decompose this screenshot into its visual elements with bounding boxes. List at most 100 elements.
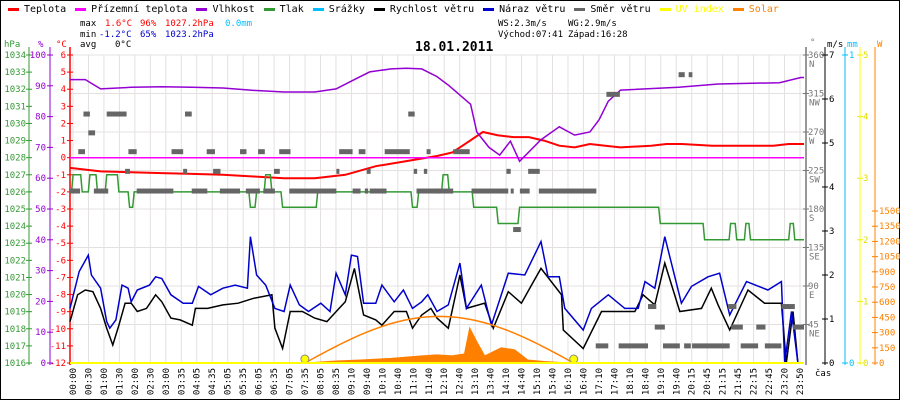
- pressure-tick-label: 1033: [4, 68, 26, 78]
- stat-sunrise: Východ:07:41: [498, 30, 564, 40]
- pressure-tick-label: 1030: [4, 119, 26, 129]
- temperature-tick-label: -5: [55, 239, 66, 249]
- x-tick-label: 21:15: [719, 368, 729, 395]
- solar-tick-label: 1350: [879, 222, 900, 232]
- wind-direction-mark: [740, 343, 759, 349]
- wind-direction-mark: [245, 188, 260, 194]
- direction-tick-label: 90: [808, 282, 819, 292]
- temperature-tick-label: -12: [50, 359, 66, 369]
- uv-tick-label: 2: [863, 236, 868, 246]
- wind-direction-mark: [426, 149, 431, 155]
- humidity-tick-label: 60: [35, 174, 46, 184]
- pressure-tick-label: 1034: [4, 51, 26, 61]
- legend-label: Přízemní teplota: [91, 3, 188, 15]
- compass-label: E: [809, 291, 814, 301]
- wind-direction-mark: [684, 343, 691, 349]
- wind-tick-label: 1: [829, 315, 834, 325]
- legend-label: Tlak: [279, 3, 304, 15]
- x-tick-label: 04:05: [193, 368, 203, 395]
- x-tick-label: 08:35: [332, 368, 342, 395]
- temperature-tick-label: -4: [55, 222, 66, 232]
- wind-direction-mark: [692, 343, 730, 349]
- compass-label: W: [809, 137, 815, 147]
- wind-direction-mark: [273, 168, 280, 174]
- temperature-tick-label: -7: [55, 273, 66, 283]
- stat-wind-speed: WS:2.3m/s: [498, 19, 547, 29]
- legend-item: Srážky: [312, 3, 365, 15]
- x-tick-label: 03:35: [177, 368, 187, 395]
- wind-direction-mark: [366, 168, 371, 174]
- wind-direction-mark: [93, 188, 109, 194]
- wind-direction-mark: [263, 188, 275, 194]
- legend-swatch-icon: [263, 7, 275, 11]
- humidity-tick-label: 0: [41, 359, 46, 369]
- legend-label: Solar: [748, 3, 779, 15]
- legend-label: Rychlost větru: [389, 3, 475, 15]
- stat-max-hum: 96%: [140, 19, 157, 29]
- wind-direction-mark: [513, 227, 521, 233]
- pressure-tick-label: 1028: [4, 154, 26, 164]
- solar-unit: W: [877, 40, 883, 50]
- wind-direction-mark: [528, 168, 540, 174]
- sun-rise-marker-icon: [300, 354, 310, 364]
- wind-direction-mark: [191, 188, 208, 194]
- wind-direction-mark: [70, 188, 81, 194]
- temperature-tick-label: 5: [61, 68, 66, 78]
- wind-direction-mark: [416, 188, 440, 194]
- wind-direction-mark: [352, 188, 361, 194]
- x-tick-label: 06:35: [270, 368, 280, 395]
- solar-tick-label: 600: [879, 298, 895, 308]
- solar-tick-label: 1200: [879, 237, 900, 247]
- temperature-tick-label: -2: [55, 188, 66, 198]
- humidity-unit: %: [38, 40, 44, 50]
- solar-tick-label: 900: [879, 268, 895, 278]
- wind-direction-mark: [519, 188, 530, 194]
- wind-direction-mark: [792, 324, 804, 330]
- x-tick-label: 20:45: [703, 368, 713, 395]
- stat-min-temp: -1.2°C: [99, 30, 132, 40]
- temperature-tick-label: 6: [61, 51, 66, 61]
- wind-direction-mark: [125, 168, 130, 174]
- wind-direction-mark: [764, 343, 782, 349]
- x-tick-label: 06:05: [255, 368, 265, 395]
- x-tick-label: 09:40: [363, 368, 373, 395]
- wind-direction-mark: [206, 149, 215, 155]
- wind-direction-mark: [106, 111, 127, 117]
- x-tick-label: 02:00: [131, 368, 141, 395]
- x-tick-label: 12:40: [456, 368, 466, 395]
- x-tick-label: 13:40: [487, 368, 497, 395]
- direction-tick-label: 360: [808, 51, 824, 61]
- humidity-tick-label: 50: [35, 205, 46, 215]
- temperature-tick-label: -11: [50, 342, 66, 352]
- pressure-tick-label: 1032: [4, 85, 26, 95]
- wind-tick-label: 2: [829, 271, 834, 281]
- rain-tick-label: 0: [849, 359, 854, 369]
- legend: Teplota Přízemní teplota Vlhkost Tlak Srážky…: [8, 3, 788, 15]
- n-raz-v-tru-line: [69, 236, 799, 364]
- wind-direction-mark: [618, 343, 649, 349]
- rain-unit: mm: [847, 40, 858, 50]
- tlak-line: [70, 174, 804, 241]
- wind-direction-mark: [369, 188, 387, 194]
- x-tick-label: 13:10: [471, 368, 481, 395]
- wind-direction-mark: [538, 188, 597, 194]
- pressure-tick-label: 1016: [4, 359, 26, 369]
- legend-swatch-icon: [659, 7, 671, 11]
- temperature-tick-label: -9: [55, 308, 66, 318]
- wind-direction-mark: [364, 188, 369, 194]
- vlhkost-line: [70, 67, 804, 163]
- wind-direction-mark: [384, 149, 410, 155]
- pressure-tick-label: 1019: [4, 308, 26, 318]
- wind-tick-label: 4: [829, 183, 834, 193]
- x-tick-label: 08:05: [316, 368, 326, 395]
- wind-direction-mark: [171, 149, 184, 155]
- legend-swatch-icon: [483, 7, 495, 11]
- x-tick-label: 05:05: [224, 368, 234, 395]
- compass-label: S: [809, 214, 814, 224]
- wind-unit: m/s: [827, 40, 843, 50]
- wind-direction-mark: [336, 168, 340, 174]
- x-tick-label: 00:00: [69, 368, 79, 395]
- x-tick-label: 22:15: [750, 368, 760, 395]
- wind-direction-mark: [688, 72, 693, 78]
